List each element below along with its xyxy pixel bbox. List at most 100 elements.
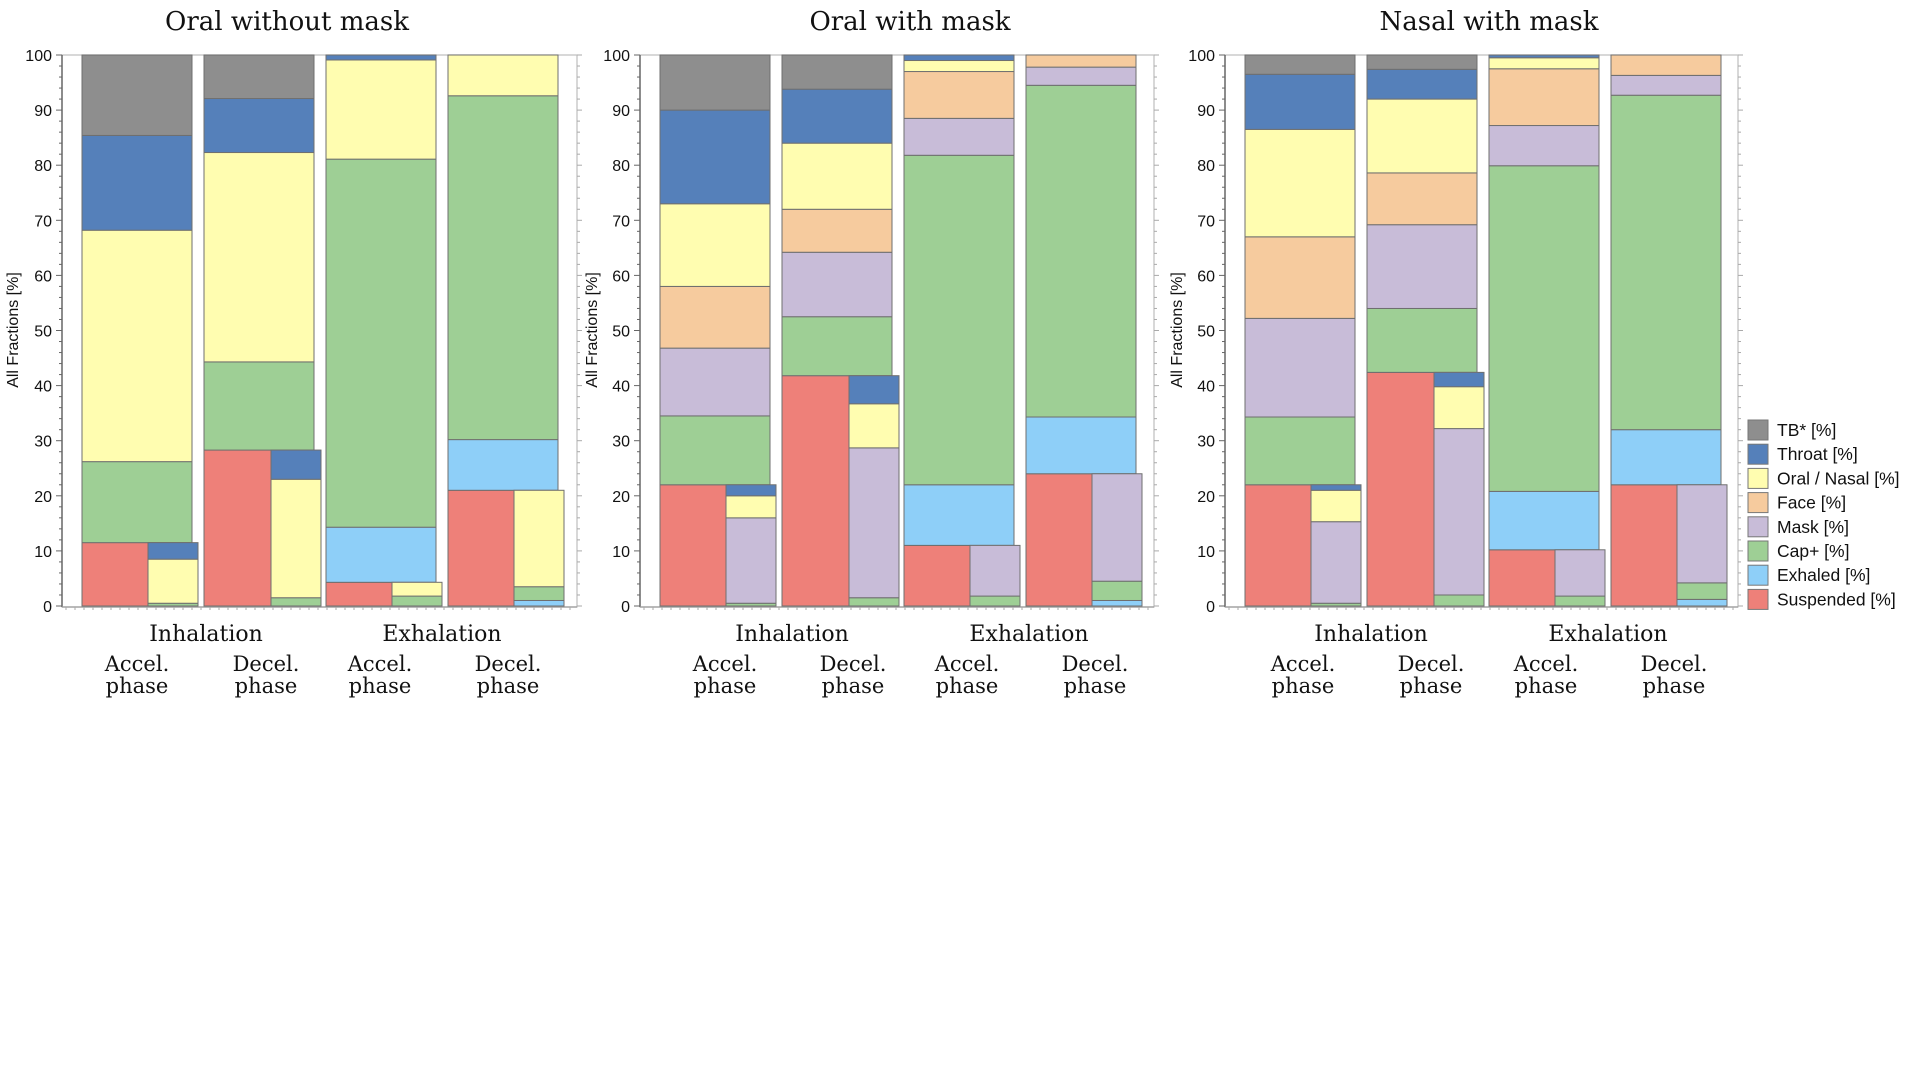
bar-segment-cap-cumulative <box>1244 416 1356 486</box>
y-tick-label: 40 <box>34 379 52 396</box>
bar-segment-cap-suspended <box>391 595 443 607</box>
bar-segment-oralnasal-cumulative <box>1488 57 1600 70</box>
bar-segment-throat-cumulative <box>325 54 437 61</box>
legend-label-suspended: Suspended [%] <box>1777 589 1896 609</box>
y-tick-label: 60 <box>34 268 52 285</box>
legend-swatch-cap <box>1747 540 1769 562</box>
y-tick-label: 50 <box>34 324 52 341</box>
bar-segment-oralnasal-suspended <box>391 581 443 597</box>
legend-swatch-suspended <box>1747 588 1769 610</box>
y-tick-label: 30 <box>1197 434 1215 451</box>
bar-segment-cap-cumulative <box>659 415 771 486</box>
bar-segment-cap-suspended <box>1433 594 1485 607</box>
y-tick-label: 50 <box>1197 324 1215 341</box>
phase-label-accel-1: Accel. <box>1270 652 1336 676</box>
y-tick-label: 20 <box>612 489 630 506</box>
bar-segment-throat-suspended <box>147 542 199 560</box>
y-tick-label: 0 <box>621 599 630 616</box>
bar-segment-oralnasal-suspended <box>147 558 199 604</box>
bar-segment-face-cumulative <box>659 285 771 349</box>
bar-segment-throat-cumulative <box>903 54 1015 62</box>
bar-segment-exhaled-suspended <box>1091 599 1143 607</box>
legend-swatch-exhaled <box>1747 564 1769 586</box>
bar-segment-cap-cumulative <box>781 316 893 377</box>
bar-segment-exhaled-suspended <box>1676 598 1728 607</box>
bar-segment-oralnasal-cumulative <box>203 152 315 363</box>
y-tick-label: 50 <box>612 324 630 341</box>
y-tick-label: 20 <box>1197 489 1215 506</box>
legend-swatch-tb <box>1747 419 1769 441</box>
y-tick-label: 70 <box>612 213 630 230</box>
y-tick-label: 40 <box>1197 379 1215 396</box>
phase-label-phase-2: phase <box>235 674 298 698</box>
bar-segment-mask-cumulative <box>781 251 893 318</box>
group-label-exhalation: Exhalation <box>969 622 1088 647</box>
bar-segment-exhaled-cumulative <box>1488 490 1600 551</box>
bar-segment-throat-suspended <box>1433 371 1485 388</box>
bar-segment-mask-suspended <box>848 447 900 599</box>
y-tick-label: 80 <box>34 158 52 175</box>
bar-segment-throat-suspended <box>270 449 322 480</box>
bar-segment-throat-cumulative <box>659 109 771 205</box>
bar-segment-cap-suspended <box>1676 582 1728 600</box>
bar-segment-mask-suspended <box>1310 521 1362 604</box>
bar-segment-mask-cumulative <box>1488 125 1600 167</box>
bar-segment-oralnasal-suspended <box>1433 386 1485 430</box>
bar-segment-cap-suspended <box>1091 580 1143 601</box>
y-tick-label: 80 <box>612 158 630 175</box>
legend-swatch-mask <box>1747 516 1769 538</box>
bar-segment-face-cumulative <box>1488 68 1600 127</box>
chart-panel-nasal-with-mask: 0 10 20 30 40 50 60 70 80 90 100 Nasal with mask A… <box>1169 7 1743 698</box>
legend-swatch-oralnasal <box>1747 467 1769 489</box>
bar-segment-cap-suspended <box>848 597 900 607</box>
bar-segment-throat-suspended <box>1310 484 1362 491</box>
y-tick-label: 90 <box>34 103 52 120</box>
phase-label-decel-1: Decel. <box>1398 652 1465 676</box>
phase-label-decel-2: Decel. <box>1641 652 1708 676</box>
bar-segment-cap-cumulative <box>81 461 193 544</box>
bar-segment-mask-cumulative <box>659 347 771 417</box>
bar-segment-oralnasal-suspended <box>270 478 322 599</box>
y-tick-label: 30 <box>612 434 630 451</box>
legend-label-cap: Cap+ [%] <box>1777 541 1849 561</box>
group-label-inhalation: Inhalation <box>735 622 849 647</box>
bar-segment-face-cumulative <box>1025 54 1137 68</box>
legend-label-tb: TB* [%] <box>1777 420 1836 440</box>
legend-label-face: Face [%] <box>1777 493 1846 513</box>
bar-segment-exhaled-cumulative <box>325 526 437 583</box>
bar-segment-oralnasal-cumulative <box>81 229 193 463</box>
bar-segment-mask-cumulative <box>1610 74 1722 96</box>
bar-segment-exhaled-suspended <box>513 599 565 607</box>
legend: TB* [%] Throat [%] Oral / Nasal [%] Face [%… <box>1747 419 1900 610</box>
bar-segment-mask-suspended <box>1091 473 1143 582</box>
bar-segment-throat-cumulative <box>1366 68 1478 100</box>
bar-segment-cap-cumulative <box>1488 165 1600 492</box>
bar-segment-tb-cumulative <box>781 54 893 90</box>
phase-label-decel-2: Decel. <box>1062 652 1129 676</box>
phase-label-accel-1: Accel. <box>104 652 170 676</box>
phase-label-phase-1: phase <box>106 674 169 698</box>
y-tick-label: 90 <box>612 103 630 120</box>
bar-segment-mask-cumulative <box>903 117 1015 156</box>
chart-panel-oral-without-mask: 0 10 20 30 40 50 60 70 80 90 100 Oral without mask… <box>5 7 582 698</box>
bar-segment-tb-cumulative <box>1366 54 1478 70</box>
y-tick-label: 60 <box>612 268 630 285</box>
bar-segment-face-cumulative <box>1244 236 1356 319</box>
group-label-inhalation: Inhalation <box>149 622 263 647</box>
y-tick-label: 100 <box>25 48 52 65</box>
bar-segment-cap-suspended <box>969 595 1021 607</box>
phase-label-phase-3: phase <box>1515 674 1578 698</box>
bar-segment-cap-suspended <box>513 586 565 601</box>
bar-segment-cap-cumulative <box>325 158 437 528</box>
y-tick-label: 30 <box>34 434 52 451</box>
bar-segment-oralnasal-cumulative <box>447 54 559 97</box>
chart-title: Oral with mask <box>809 7 1010 37</box>
bar-segment-oralnasal-suspended <box>1310 489 1362 523</box>
y-axis-label: All Fractions [%] <box>5 272 22 388</box>
y-tick-label: 0 <box>1206 599 1215 616</box>
phase-label-decel-1: Decel. <box>233 652 300 676</box>
y-tick-label: 10 <box>1197 544 1215 561</box>
bar-segment-oralnasal-suspended <box>848 403 900 449</box>
bar-segment-throat-suspended <box>848 375 900 405</box>
legend-label-mask: Mask [%] <box>1777 517 1849 537</box>
